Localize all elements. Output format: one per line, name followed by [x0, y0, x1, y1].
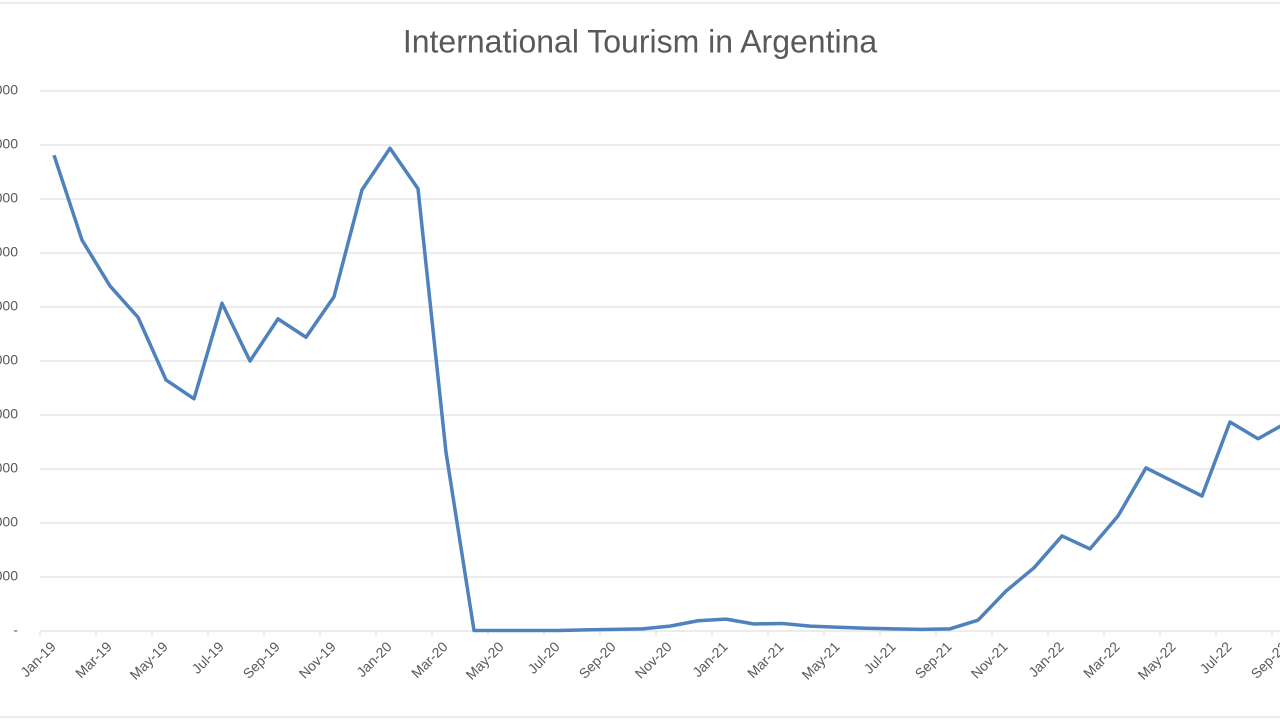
y-tick-label: - — [13, 622, 18, 638]
y-tick-label: 300,000 — [0, 460, 18, 476]
line-series — [52, 146, 1280, 633]
y-tick-label: 600,000 — [0, 298, 18, 314]
y-tick-label: 700,000 — [0, 244, 18, 260]
y-tick-label: 400,000 — [0, 406, 18, 422]
chart-title: International Tourism in Argentina — [403, 23, 878, 59]
y-tick-label: 800,000 — [0, 190, 18, 206]
y-tick-label: 500,000 — [0, 352, 18, 368]
y-tick-label: 200,000 — [0, 514, 18, 530]
y-tick-label: 900,000 — [0, 136, 18, 152]
y-tick-label: 100,000 — [0, 568, 18, 584]
y-tick-label: 1,000,000 — [0, 82, 18, 98]
